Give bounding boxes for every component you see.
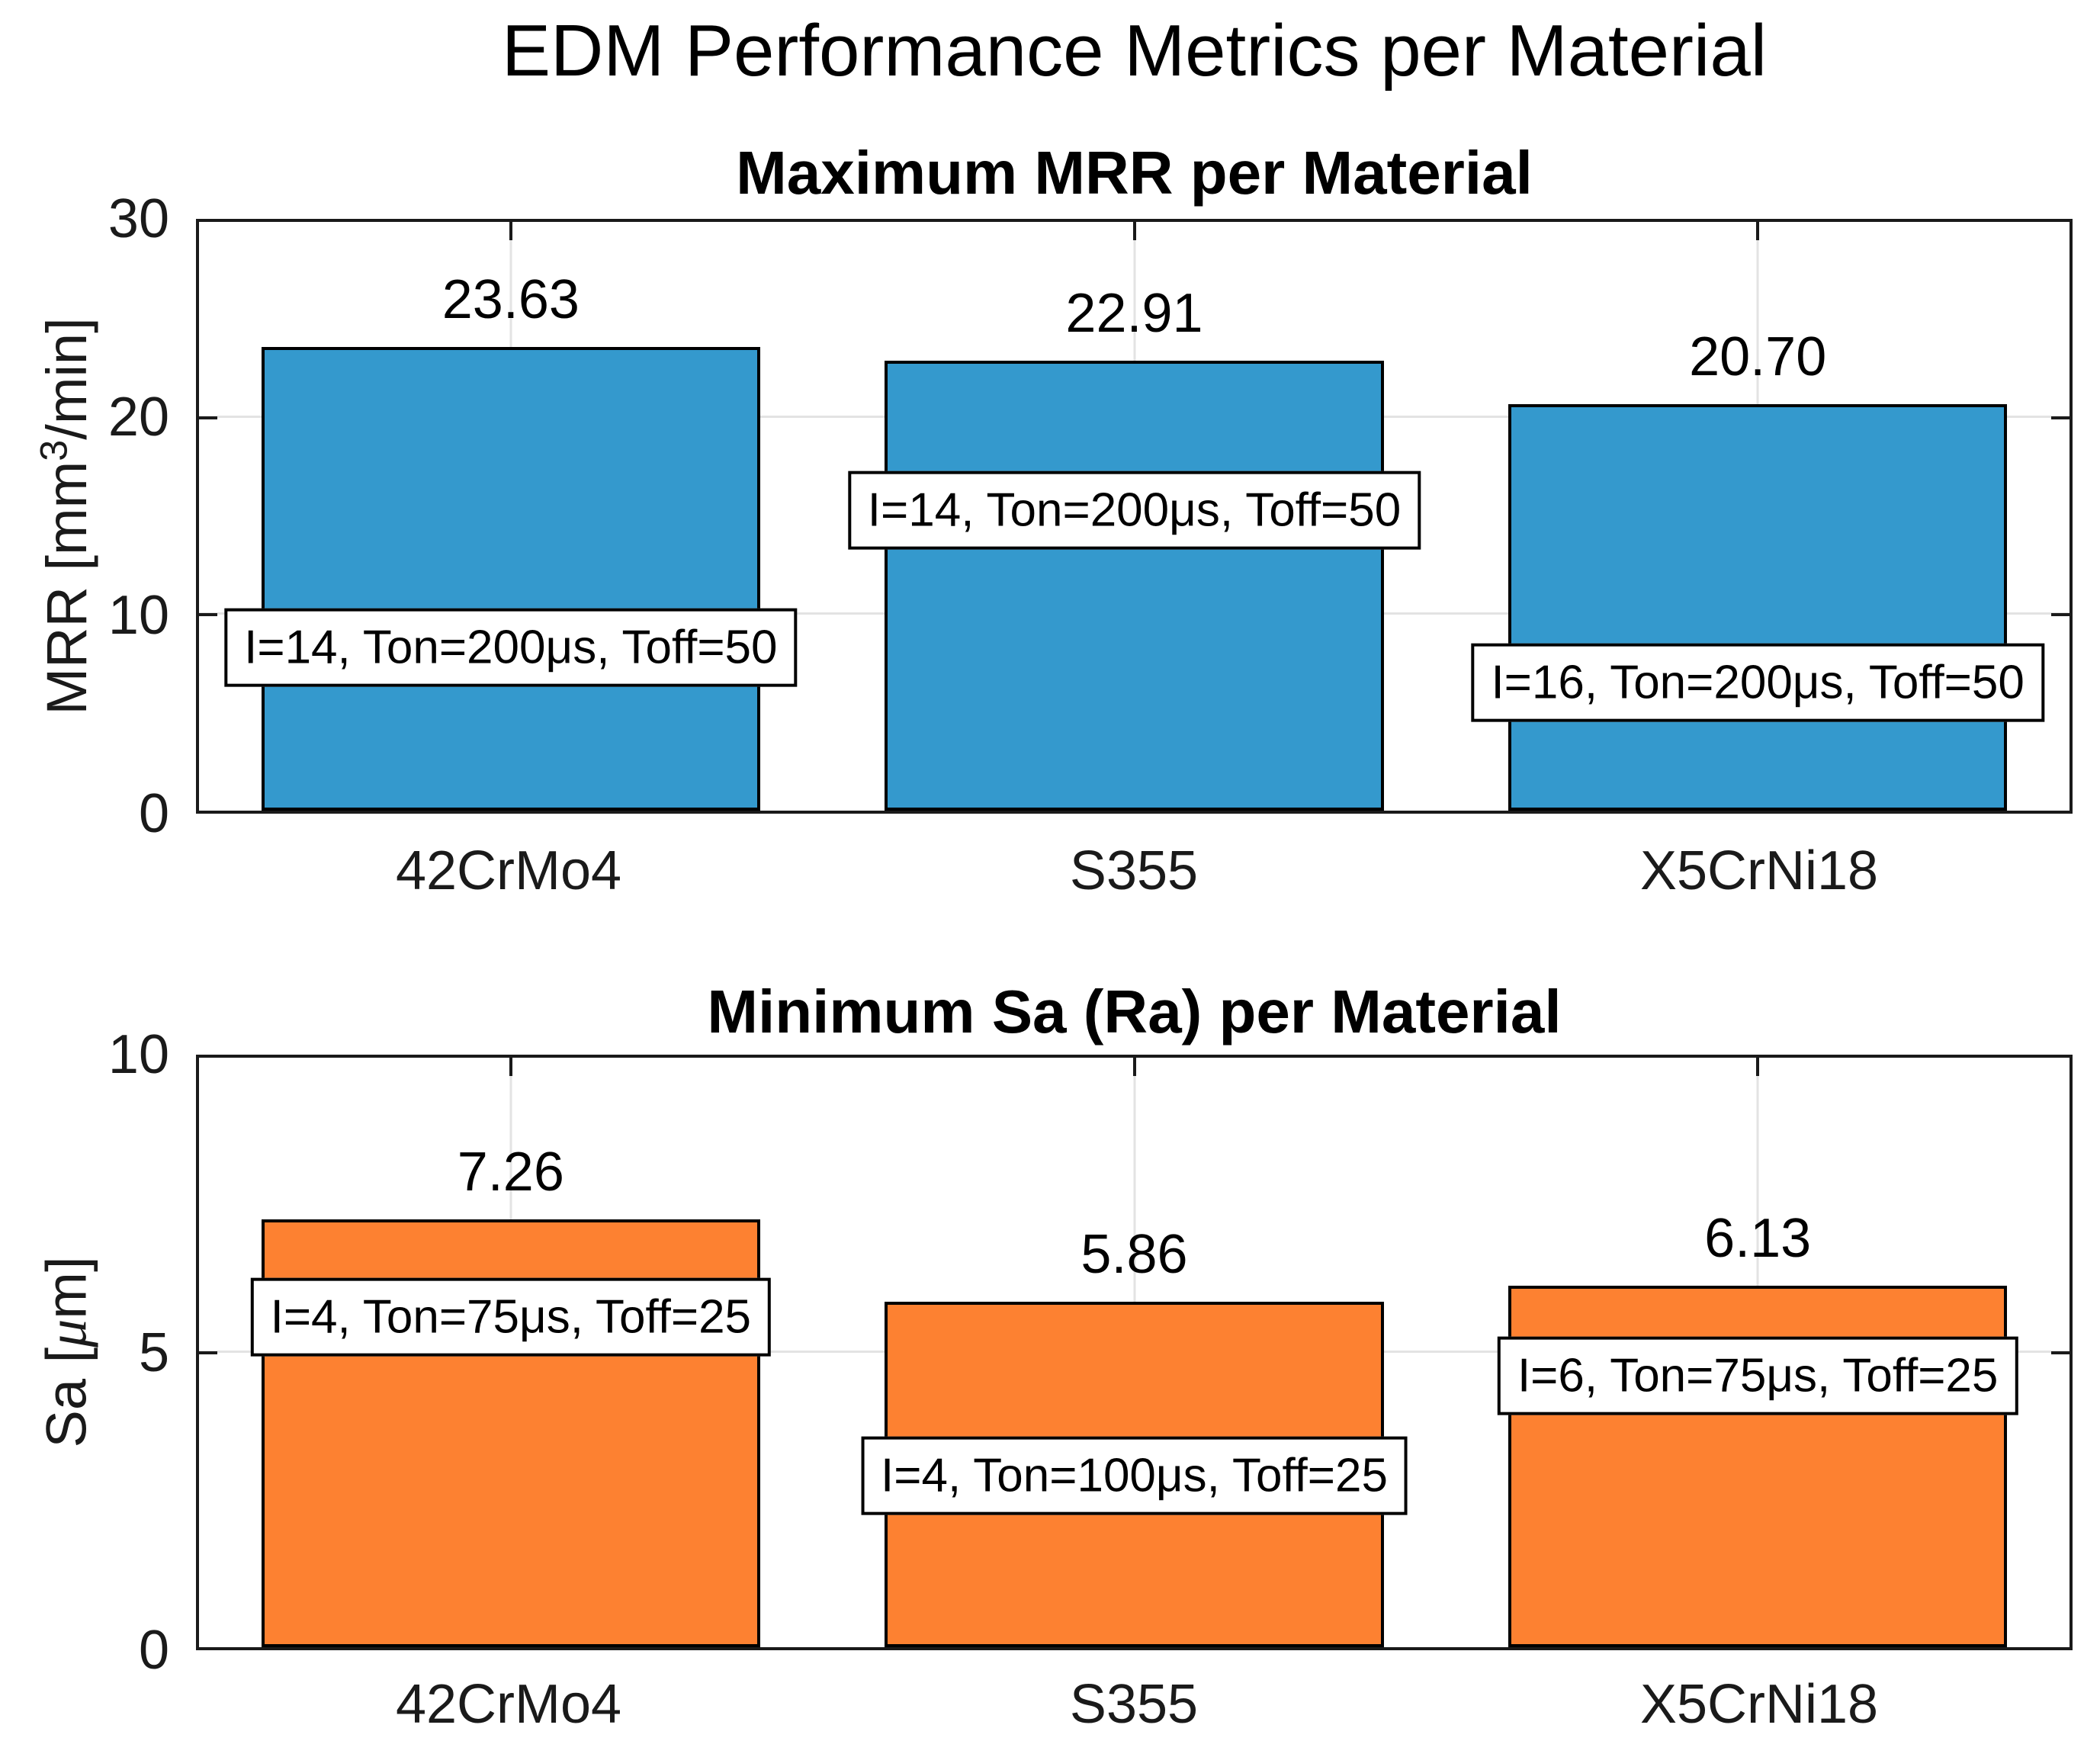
y-tick-label: 0 xyxy=(138,783,169,844)
bar-mrr-x5crni18 xyxy=(1508,404,2008,811)
annotation-box: I=4, Ton=75μs, Toff=25 xyxy=(250,1277,772,1357)
tick-mark xyxy=(1756,1058,1760,1076)
subplot-title-sa: Minimum Sa (Ra) per Material xyxy=(707,978,1562,1046)
figure-title: EDM Performance Metrics per Material xyxy=(501,10,1768,92)
tick-mark xyxy=(2051,416,2069,420)
bar-mrr-s355 xyxy=(885,361,1384,811)
tick-mark xyxy=(2051,612,2069,616)
tick-mark xyxy=(1132,222,1136,240)
x-tick-label: 42CrMo4 xyxy=(395,1674,622,1735)
tick-mark xyxy=(199,416,217,420)
ylabel-superscript: 3 xyxy=(31,439,75,461)
plot-area-sa: 7.26 5.86 6.13 I=4, Ton=75μs, Toff=25 I=… xyxy=(196,1055,2073,1650)
tick-mark xyxy=(509,1058,512,1076)
tick-mark xyxy=(1756,222,1760,240)
y-tick-label: 10 xyxy=(108,585,169,646)
bar-value-label: 6.13 xyxy=(1704,1208,1812,1270)
annotation-box: I=14, Ton=200μs, Toff=50 xyxy=(847,471,1421,550)
bar-mrr-42crmo4 xyxy=(261,346,760,811)
annotation-box: I=4, Ton=100μs, Toff=25 xyxy=(861,1436,1408,1515)
y-tick-label: 5 xyxy=(138,1322,169,1383)
annotation-box: I=14, Ton=200μs, Toff=50 xyxy=(224,608,798,687)
y-tick-label: 30 xyxy=(108,188,169,249)
tick-mark xyxy=(509,222,512,240)
tick-mark xyxy=(199,1351,217,1354)
bar-value-label: 22.91 xyxy=(1065,283,1203,345)
y-axis-label-sa: Sa [μm] xyxy=(35,1257,99,1448)
bar-value-label: 23.63 xyxy=(442,268,580,330)
plot-area-mrr: 23.63 22.91 20.70 I=14, Ton=200μs, Toff=… xyxy=(196,219,2073,814)
subplot-title-mrr: Maximum MRR per Material xyxy=(736,139,1533,207)
annotation-box: I=6, Ton=75μs, Toff=25 xyxy=(1497,1336,2018,1416)
y-tick-label: 20 xyxy=(108,387,169,448)
annotation-box: I=16, Ton=200μs, Toff=50 xyxy=(1471,643,2044,723)
y-tick-label: 10 xyxy=(108,1024,169,1085)
x-tick-label: X5CrNi18 xyxy=(1639,1674,1879,1735)
bar-value-label: 5.86 xyxy=(1081,1224,1188,1286)
tick-mark xyxy=(199,612,217,616)
tick-mark xyxy=(2051,1351,2069,1354)
x-tick-label: 42CrMo4 xyxy=(395,840,622,901)
y-tick-label: 0 xyxy=(138,1620,169,1681)
x-tick-label: S355 xyxy=(1069,840,1199,901)
tick-mark xyxy=(1132,1058,1136,1076)
bar-value-label: 7.26 xyxy=(457,1141,564,1203)
ylabel-text: /min] xyxy=(35,317,98,440)
ylabel-mu-symbol: μ xyxy=(36,1319,99,1347)
x-tick-label: S355 xyxy=(1069,1674,1199,1735)
ylabel-text: m] xyxy=(34,1256,98,1319)
ylabel-text: Sa [ xyxy=(34,1347,98,1448)
ylabel-text: MRR [mm xyxy=(35,461,98,715)
y-axis-label-mrr: MRR [mm3/min] xyxy=(31,317,98,715)
x-tick-label: X5CrNi18 xyxy=(1639,840,1879,901)
bar-value-label: 20.70 xyxy=(1689,326,1827,388)
